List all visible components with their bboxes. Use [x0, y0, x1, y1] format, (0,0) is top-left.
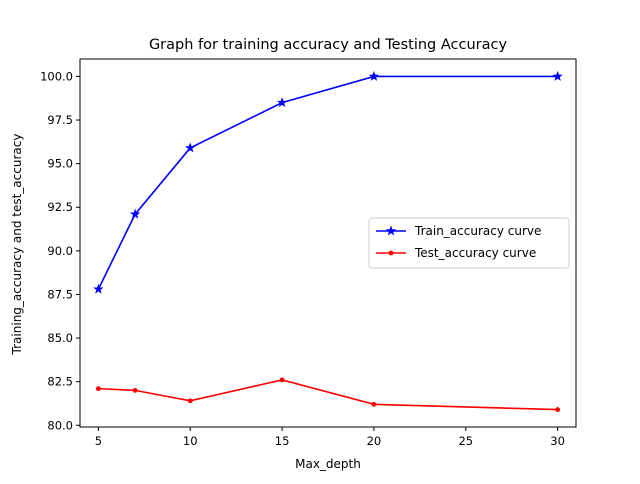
test-data-point: [187, 398, 193, 404]
y-tick-label: 90.0: [47, 244, 73, 258]
train-data-point: [368, 70, 380, 81]
train-data-point: [276, 97, 288, 108]
y-tick-label: 82.5: [47, 375, 73, 389]
plot-frame: [79, 58, 577, 428]
y-tick-label: 87.5: [47, 287, 73, 301]
x-tick-label: 20: [367, 434, 382, 448]
y-axis-label: Training_accuracy and test_accuracy: [10, 134, 24, 356]
x-tick-label: 30: [550, 434, 565, 448]
test-data-point: [371, 401, 377, 407]
legend-label-train: Train_accuracy curve: [414, 224, 541, 238]
train-data-point: [129, 208, 141, 219]
x-axis-label: Max_depth: [295, 457, 361, 471]
x-tick-label: 15: [275, 434, 290, 448]
y-tick-label: 97.5: [47, 113, 73, 127]
y-tick-label: 95.0: [47, 157, 73, 171]
x-tick-label: 5: [95, 434, 102, 448]
test-series-line: [98, 379, 558, 411]
legend: Train_accuracy curve Test_accuracy curve: [368, 217, 570, 269]
x-tick-label: 25: [458, 434, 473, 448]
y-tick-label: 100.0: [40, 69, 73, 83]
test-data-point: [95, 386, 101, 392]
train-data-point: [552, 70, 563, 81]
test-data-point: [132, 387, 138, 393]
legend-marker-train: [385, 225, 397, 236]
y-tick-label: 80.0: [47, 418, 73, 432]
test-data-point: [279, 377, 285, 383]
x-tick-label: 10: [183, 434, 198, 448]
train-series-line: [97, 75, 558, 290]
legend-box: [368, 217, 570, 269]
train-data-point: [185, 142, 196, 153]
plot-area: 5 10 15 20 25 30 80.0 82.5 85.0 87.5 90.0 92.5 95.0 9…: [40, 58, 577, 448]
legend-marker-test: [388, 250, 394, 256]
y-tick-label: 85.0: [47, 331, 73, 345]
y-tick-label: 92.5: [47, 200, 73, 214]
test-data-point: [555, 407, 561, 412]
train-data-point: [93, 283, 104, 294]
legend-label-test: Test_accuracy curve: [414, 246, 536, 260]
chart-title: Graph for training accuracy and Testing …: [149, 37, 508, 53]
